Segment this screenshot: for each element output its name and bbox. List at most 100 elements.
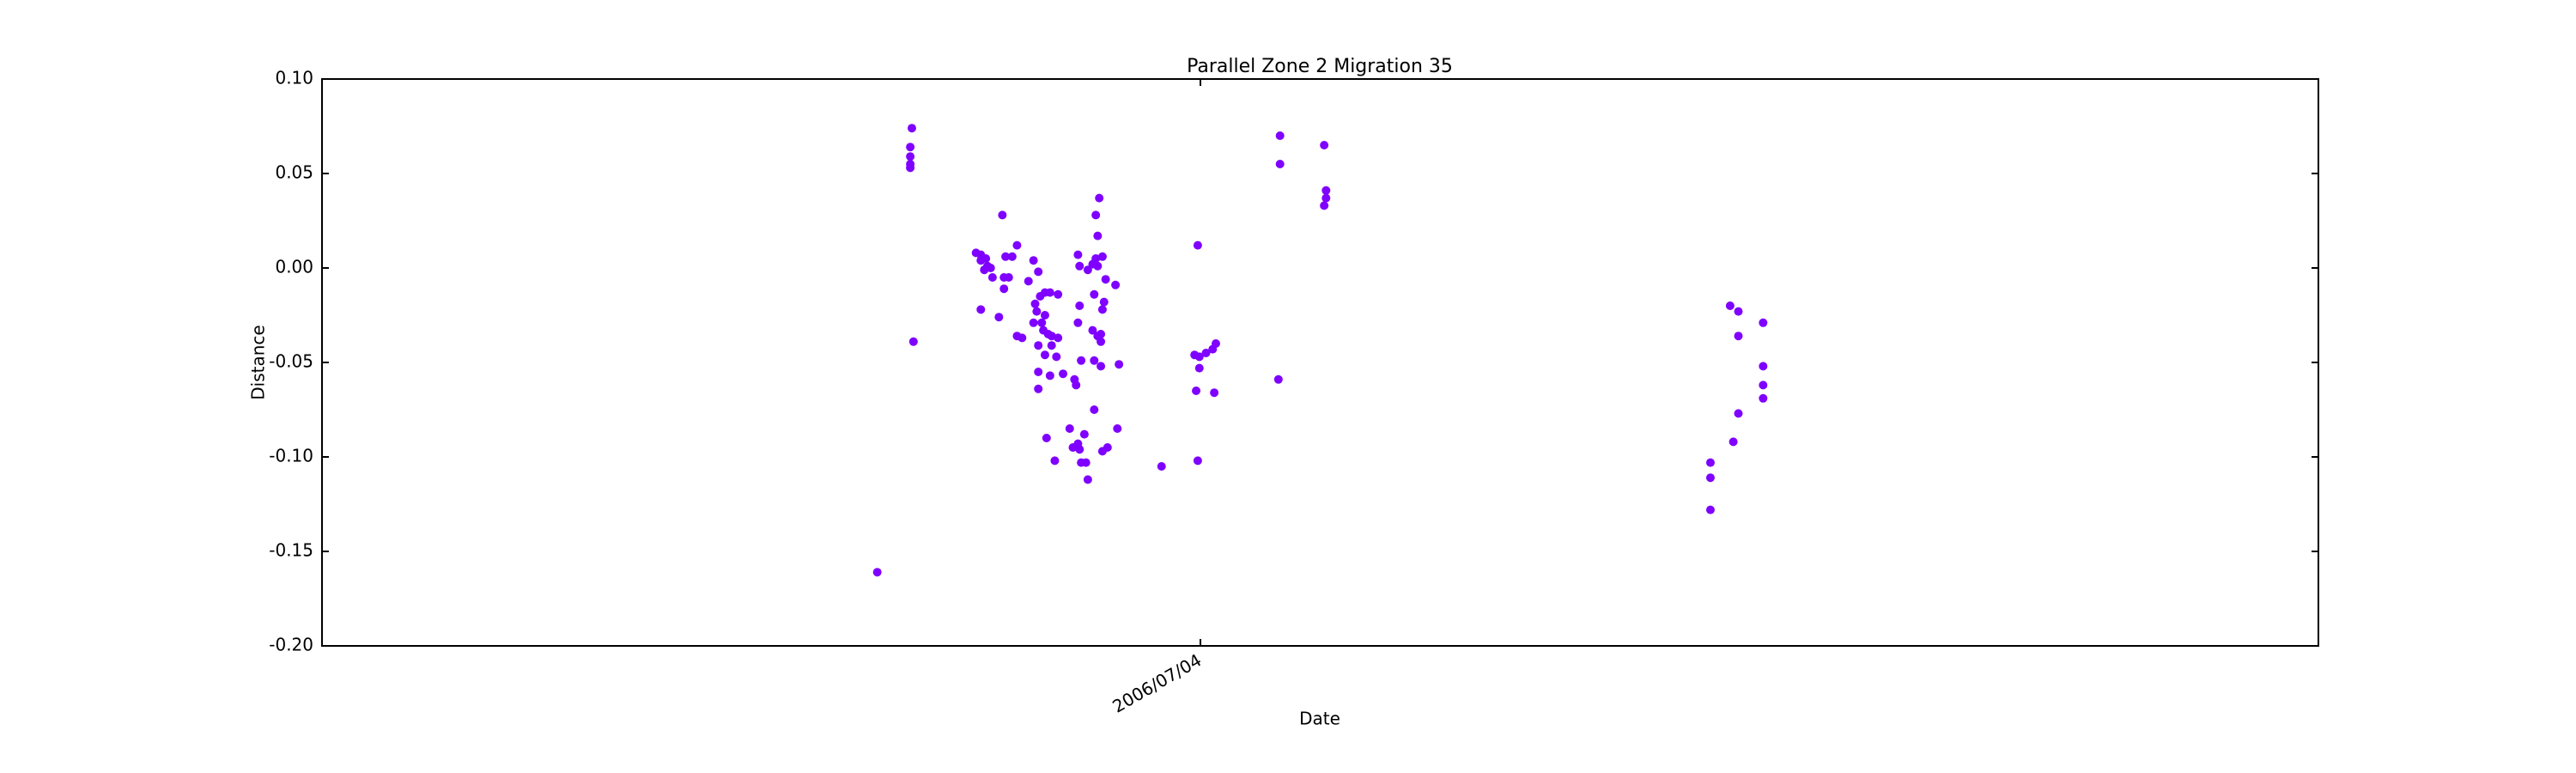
point [1073,250,1083,259]
point [1054,333,1063,343]
point [1275,131,1285,140]
point [986,264,995,272]
y-tick-label: -0.05 [269,351,313,372]
point [1193,240,1202,250]
y-tick-label: 0.10 [275,68,313,88]
point [1275,160,1285,168]
point [1115,360,1124,369]
point [1034,384,1043,393]
point [907,124,916,133]
plot-frame [321,78,2319,647]
point [1093,261,1103,271]
point [1077,356,1086,365]
point [1034,368,1043,376]
y-axis-label: Distance [248,325,269,399]
point [906,152,915,161]
x-tick-label: 2006/07/04 [1109,649,1205,716]
point [1734,409,1743,418]
point [1210,388,1219,398]
point [1073,318,1083,327]
point [1030,299,1040,308]
point [1090,289,1099,299]
y-tick-label: -0.20 [269,635,313,655]
point [1040,288,1049,297]
point [1192,386,1201,395]
y-tick-label: 0.00 [275,257,313,277]
point [1050,456,1060,466]
point [1029,318,1038,327]
point [906,143,915,152]
point [1024,277,1033,286]
point [1075,261,1084,271]
point [999,284,1009,294]
point [1007,252,1017,261]
point [1095,193,1104,203]
point [1321,193,1331,203]
point [1072,380,1081,390]
point [1075,445,1084,454]
point [1194,363,1204,373]
point [1321,186,1331,195]
point [908,337,918,346]
point [1157,462,1166,471]
point [1193,456,1202,466]
point [1047,341,1056,350]
point [987,273,997,282]
point [1059,369,1068,379]
point [1101,275,1110,284]
point [1052,352,1061,362]
point [1759,318,1768,327]
point [1029,256,1038,265]
point [872,568,882,577]
y-tick-label: -0.10 [269,446,313,466]
point [1759,393,1768,403]
point [1001,252,1011,261]
point [1037,318,1047,327]
point [1018,333,1027,343]
point [1728,437,1738,447]
point [1083,475,1092,484]
point [1320,201,1329,210]
point [998,210,1007,220]
point [1091,210,1101,220]
point [1083,265,1092,275]
point [906,163,915,173]
point [1065,424,1074,433]
point [1211,339,1220,348]
point [1734,332,1743,341]
point [1090,405,1099,414]
point [1201,349,1211,357]
point [1054,289,1063,299]
point [1091,254,1101,263]
point [1040,311,1049,320]
point [1194,352,1204,362]
y-tick-label: 0.05 [275,162,313,183]
point [1111,280,1121,289]
point [1725,301,1735,310]
point [1097,252,1107,261]
point [1075,301,1084,310]
point [1045,371,1054,380]
point [1099,297,1109,307]
point [1759,380,1768,390]
point [1097,305,1107,314]
point [1734,307,1743,316]
point [976,305,986,314]
point [1034,341,1043,350]
point [1759,362,1768,371]
y-tick-label: -0.15 [269,540,313,561]
point [1034,267,1043,277]
point [1032,307,1042,316]
point [1079,429,1089,439]
chart-title: Parallel Zone 2 Migration 35 [1187,56,1453,77]
point [1042,434,1051,442]
point [1040,350,1049,360]
point [1097,362,1106,371]
point [1081,458,1091,467]
point [1097,337,1106,346]
point [981,254,991,263]
point [994,313,1004,322]
x-axis-label: Date [1299,709,1340,729]
